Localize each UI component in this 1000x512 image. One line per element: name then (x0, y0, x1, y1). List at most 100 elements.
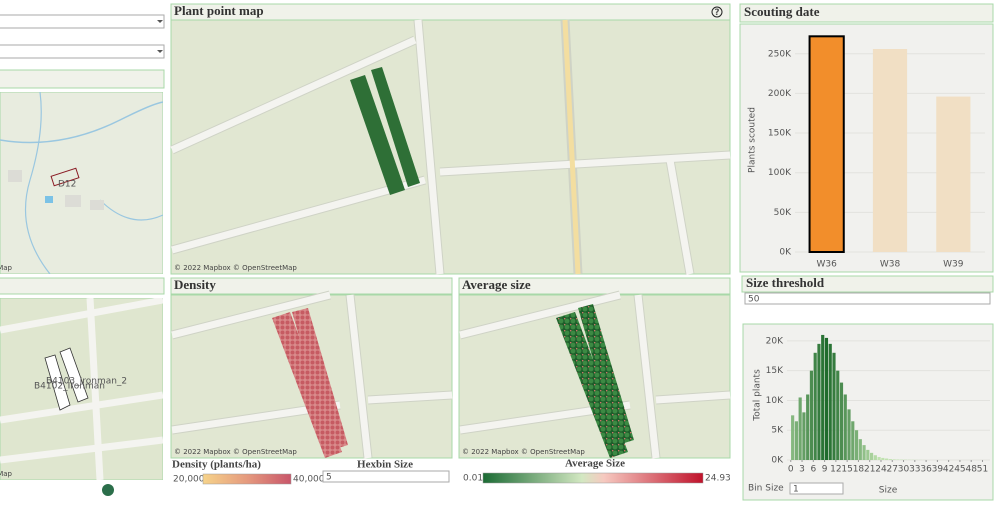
histogram-bar (791, 415, 794, 460)
histogram-bar (821, 335, 824, 460)
histogram-bar (878, 457, 881, 460)
map-attribution: © OpenStreetMap (0, 470, 13, 478)
legend-title: Average Size (565, 458, 625, 470)
density-panel: Density © 2022 Mapbox © OpenStreetMap De… (171, 277, 452, 485)
x-tick-label: W39 (943, 260, 964, 270)
x-tick-label: 15 (841, 465, 852, 475)
histogram-bar (847, 409, 850, 460)
bar[interactable] (810, 36, 844, 252)
y-tick-label: 150K (768, 129, 792, 139)
histogram-bar (795, 421, 798, 460)
histogram-bar (866, 450, 869, 460)
color-scale (203, 474, 291, 484)
histogram-bar (893, 459, 896, 460)
panel-header (0, 278, 164, 294)
x-tick-label: 9 (822, 465, 828, 475)
histogram-bar (825, 338, 828, 460)
x-tick-label: 48 (965, 465, 977, 475)
input-value[interactable]: 50 (748, 295, 760, 305)
y-tick-label: 200K (768, 89, 792, 99)
x-tick-label: 27 (887, 465, 898, 475)
panel-title: Average size (462, 277, 531, 292)
overview-map (0, 92, 167, 274)
input-label: Bin Size (748, 484, 784, 494)
histogram-bar (889, 459, 892, 460)
left-column: D12 B4103_Ironman_2 B4102_Ironman © Open… (0, 15, 167, 496)
histogram-bar (806, 394, 809, 460)
dropdown[interactable] (0, 15, 164, 28)
x-tick-label: 51 (977, 465, 988, 475)
histogram-bar (840, 383, 843, 460)
y-tick-label: 5K (771, 426, 784, 436)
panel-title: Size threshold (746, 275, 825, 290)
histogram-bar (881, 458, 884, 460)
histogram-bar (810, 371, 813, 460)
x-tick-label: 0 (788, 465, 794, 475)
x-tick-label: 33 (909, 465, 920, 475)
average-size-panel: Average size © 2022 Mapbox © OpenStreetM… (459, 277, 731, 484)
x-tick-label: 6 (810, 465, 816, 475)
y-tick-label: 20K (766, 336, 784, 346)
histogram-bar (851, 421, 854, 460)
histogram-bar (814, 353, 817, 460)
y-tick-label: 100K (768, 168, 792, 178)
legend-max: 24.93 (705, 474, 731, 484)
bar[interactable] (936, 97, 970, 252)
x-tick-label: 21 (864, 465, 875, 475)
map-label: B4102_Ironman (34, 382, 105, 392)
text-input[interactable] (745, 293, 990, 304)
logo-icon (102, 484, 114, 496)
x-tick-label: 45 (954, 465, 965, 475)
bar[interactable] (873, 49, 907, 252)
y-tick-label: 250K (768, 49, 792, 59)
histogram-bar (885, 459, 888, 460)
map-attribution: © 2022 Mapbox © OpenStreetMap (462, 448, 585, 456)
y-tick-label: 15K (766, 366, 784, 376)
legend-min: 20,000 (173, 475, 205, 485)
histogram-bar (832, 353, 835, 460)
histogram-bar (802, 412, 805, 460)
input-value[interactable]: 5 (326, 473, 332, 483)
dropdown[interactable] (0, 45, 164, 58)
histogram-bar (855, 430, 858, 460)
text-input[interactable] (323, 471, 449, 482)
x-tick-label: 42 (943, 465, 954, 475)
map-label: D12 (58, 180, 76, 190)
x-tick-label: 30 (898, 465, 910, 475)
histogram-bar (844, 394, 847, 460)
map-attribution: © 2022 Mapbox © OpenStreetMap (174, 448, 297, 456)
histogram-bar (874, 455, 877, 460)
histogram-bar (829, 344, 832, 460)
panel-title: Density (174, 277, 216, 292)
legend-title: Density (plants/ha) (172, 459, 261, 471)
input-value[interactable]: 1 (793, 485, 799, 495)
scouting-panel: Scouting date Plants scouted 0K50K100K15… (740, 4, 993, 272)
plant-map-panel: Plant point map ? © 2022 Mapbox © OpenSt… (171, 3, 730, 274)
histogram-bar (836, 371, 839, 460)
map-attribution: © OpenStreetMap (0, 264, 13, 272)
size-threshold-panel: Size threshold 50 Total plants Size Bin … (742, 275, 993, 500)
y-tick-label: 10K (766, 396, 784, 406)
histogram-bar (859, 439, 862, 460)
input-label: Hexbin Size (357, 459, 413, 471)
panel-title: Plant point map (174, 3, 264, 18)
map-attribution: © 2022 Mapbox © OpenStreetMap (174, 264, 297, 272)
x-tick-label: 3 (799, 465, 805, 475)
x-axis-title: Size (879, 486, 898, 496)
histogram-bar (862, 445, 865, 460)
y-tick-label: 50K (774, 208, 792, 218)
button-bar[interactable] (0, 70, 164, 88)
legend-min: 0.01 (463, 474, 483, 484)
y-tick-label: 0K (771, 456, 784, 466)
y-tick-label: 0K (779, 248, 792, 258)
x-tick-label: 39 (932, 465, 944, 475)
legend-max: 40,000 (293, 475, 325, 485)
x-tick-label: W36 (816, 260, 837, 270)
y-axis-title: Total plants (753, 369, 763, 422)
panel-title: Scouting date (744, 4, 820, 19)
x-tick-label: 18 (853, 465, 865, 475)
help-icon-label[interactable]: ? (714, 8, 719, 18)
histogram-bar (870, 453, 873, 460)
